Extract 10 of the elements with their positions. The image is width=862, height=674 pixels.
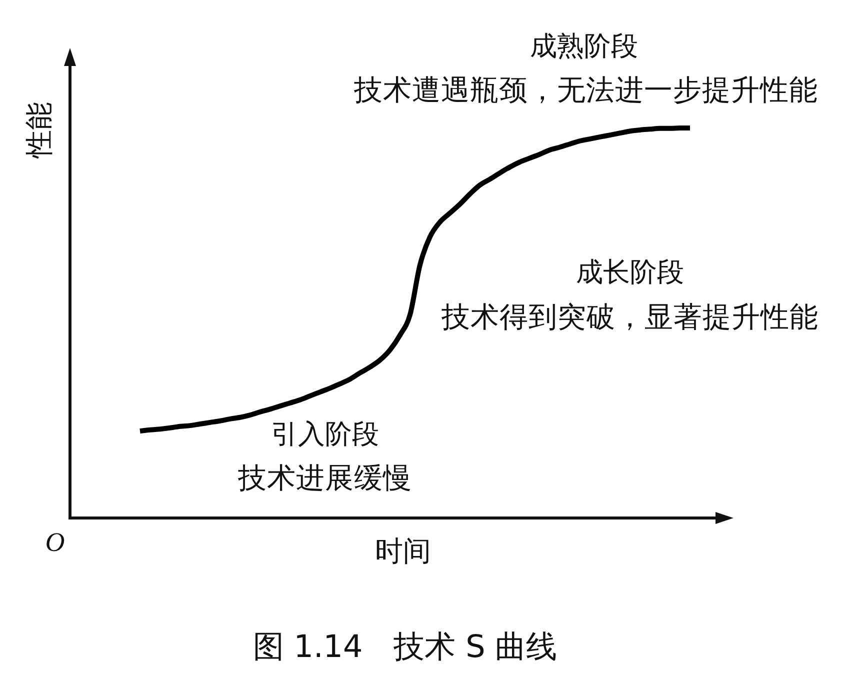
- annotation: 技术进展缓慢: [238, 461, 412, 494]
- text: 技术遭遇瓶颈，无法进一步提升性能: [354, 73, 818, 106]
- annotation: 引入阶段: [271, 419, 379, 450]
- x-axis-title: 时间: [375, 534, 431, 568]
- annotation: 成长阶段: [576, 257, 684, 288]
- y-axis-title: 性能: [22, 102, 56, 158]
- text: 图 1.14 技术 S 曲线: [252, 628, 558, 665]
- annotation: 技术得到突破，显著提升性能: [442, 300, 818, 334]
- text: O: [45, 527, 65, 558]
- text: 成熟阶段: [530, 31, 638, 62]
